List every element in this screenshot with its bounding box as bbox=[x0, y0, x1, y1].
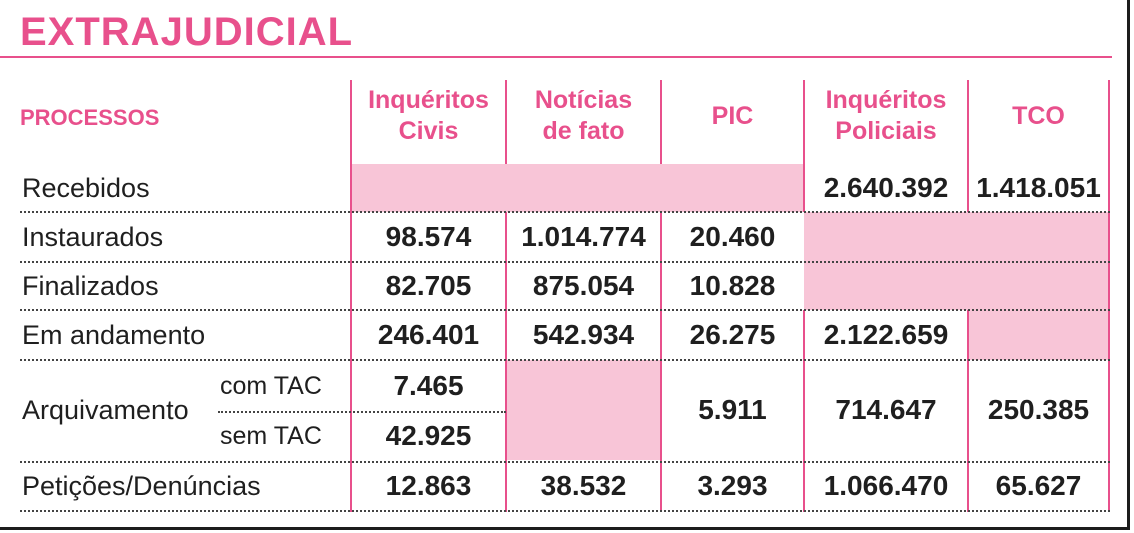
cell-arquivamento-tco: 250.385 bbox=[987, 394, 1090, 425]
cell-recebidos-inq-pol: 2.640.392 bbox=[823, 172, 949, 203]
col-divider bbox=[660, 80, 662, 164]
cell-peticoes-pic: 3.293 bbox=[697, 470, 768, 501]
row-divider bbox=[20, 309, 1110, 311]
cell-sem-tac-inq-civis: 42.925 bbox=[385, 420, 472, 451]
col-divider bbox=[1108, 80, 1110, 512]
row-divider bbox=[218, 411, 506, 413]
cell-instaurados-pic: 20.460 bbox=[689, 221, 776, 252]
cell-finalizados-noticias: 875.054 bbox=[532, 270, 635, 301]
row-divider bbox=[20, 359, 1110, 361]
col-divider bbox=[967, 80, 969, 212]
sub-label-com-tac: com TAC bbox=[220, 371, 322, 400]
col-divider bbox=[660, 212, 662, 512]
cell-finalizados-pic: 10.828 bbox=[689, 270, 776, 301]
row-label-peticoes-denuncias: Petições/Denúncias bbox=[22, 470, 261, 501]
row-divider bbox=[20, 461, 1110, 463]
shade-em-andamento-tco bbox=[968, 310, 1110, 360]
row-divider bbox=[20, 510, 1110, 512]
shade-recebidos bbox=[352, 164, 804, 212]
header-processos: PROCESSOS bbox=[20, 105, 160, 130]
header-pic: PIC bbox=[711, 101, 754, 130]
cell-peticoes-inq-pol: 1.066.470 bbox=[823, 470, 949, 501]
header-inqueritos-civis-line2: Civis bbox=[398, 117, 459, 145]
row-divider bbox=[20, 261, 1110, 263]
cell-instaurados-noticias: 1.014.774 bbox=[521, 221, 646, 252]
cell-instaurados-inq-civis: 98.574 bbox=[385, 221, 472, 252]
cell-recebidos-tco: 1.418.051 bbox=[976, 172, 1101, 203]
col-divider bbox=[967, 310, 969, 512]
row-label-arquivamento: Arquivamento bbox=[22, 394, 189, 425]
col-divider bbox=[505, 212, 507, 512]
header-inqueritos-policiais-line1: Inquéritos bbox=[825, 86, 947, 114]
row-label-instaurados: Instaurados bbox=[22, 221, 164, 252]
header-inqueritos-civis-line1: Inquéritos bbox=[368, 86, 489, 114]
header-inqueritos-civis: Inquéritos Civis bbox=[352, 80, 505, 152]
row-label-em-andamento: Em andamento bbox=[22, 319, 206, 350]
title-rule bbox=[0, 56, 1112, 58]
row-label-recebidos: Recebidos bbox=[22, 172, 150, 203]
cell-finalizados-inq-civis: 82.705 bbox=[385, 270, 472, 301]
cell-arquivamento-inq-pol: 714.647 bbox=[835, 394, 937, 425]
row-divider bbox=[20, 211, 1110, 213]
cell-peticoes-inq-civis: 12.863 bbox=[385, 470, 472, 501]
row-label-finalizados: Finalizados bbox=[22, 270, 159, 301]
header-noticias-de-fato: Notícias de fato bbox=[507, 80, 660, 152]
cell-peticoes-noticias: 38.532 bbox=[540, 470, 627, 501]
cell-em-andamento-noticias: 542.934 bbox=[532, 319, 635, 350]
col-divider bbox=[803, 80, 805, 212]
cell-arquivamento-pic: 5.911 bbox=[698, 394, 767, 425]
col-divider bbox=[803, 310, 805, 512]
col-divider bbox=[505, 80, 507, 164]
shade-arquivamento-noticias bbox=[507, 360, 661, 460]
cell-com-tac-inq-civis: 7.465 bbox=[393, 370, 464, 401]
page-title: EXTRAJUDICIAL bbox=[20, 10, 354, 54]
header-noticias-line1: Notícias bbox=[534, 86, 633, 114]
header-noticias-line2: de fato bbox=[542, 117, 625, 145]
header-inqueritos-policiais-line2: Policiais bbox=[835, 117, 937, 145]
sub-label-sem-tac: sem TAC bbox=[220, 421, 322, 450]
cell-peticoes-tco: 65.627 bbox=[995, 470, 1082, 501]
cell-em-andamento-inq-pol: 2.122.659 bbox=[823, 319, 949, 350]
header-tco: TCO bbox=[1012, 101, 1065, 130]
header-inqueritos-policiais: Inquéritos Policiais bbox=[805, 80, 967, 152]
col-divider bbox=[350, 80, 352, 512]
cell-em-andamento-inq-civis: 246.401 bbox=[377, 319, 480, 350]
cell-em-andamento-pic: 26.275 bbox=[689, 319, 776, 350]
